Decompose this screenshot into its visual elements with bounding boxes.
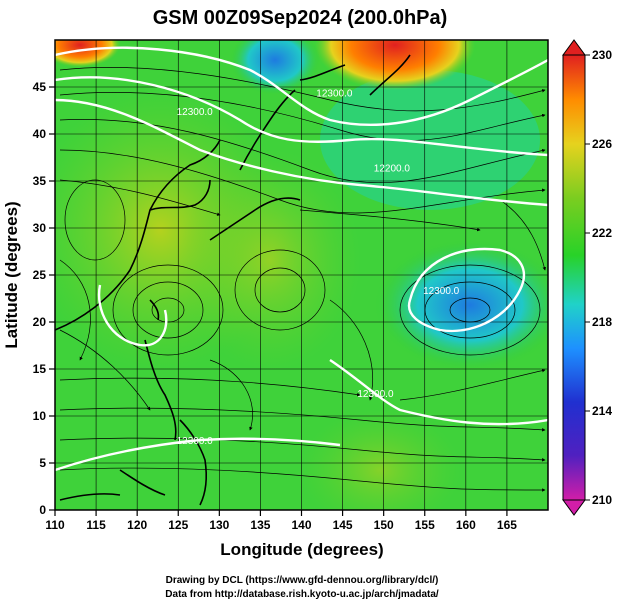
contour-label: 12300.0 [177,107,214,118]
contour-label: 12300.0 [357,389,394,400]
contour-label: 12300.0 [177,436,214,447]
colorbar-tick-label: 218 [592,315,612,329]
x-tick-label: 130 [209,518,229,532]
x-tick-label: 140 [291,518,311,532]
y-tick-label: 15 [33,362,47,376]
colorbar-bottom-triangle [562,499,586,516]
height-contours [55,46,548,472]
x-tick-label: 115 [86,518,106,532]
contour-label: 12200.0 [374,164,411,175]
x-tick-label: 120 [127,518,147,532]
y-tick-label: 0 [39,503,46,517]
y-axis-label: Latitude (degrees) [2,201,21,348]
map-title: GSM 00Z09Sep2024 (200.0hPa) [153,7,448,29]
y-tick-label: 40 [33,127,47,141]
y-tick-label: 35 [33,174,47,188]
x-tick-label: 125 [168,518,188,532]
contour-label: 12300.0 [423,286,460,297]
x-tick-label: 145 [333,518,353,532]
x-axis: 110 115 120 125 130 135 140 145 150 155 160 165 [45,510,517,532]
contour-labels: 12300.0 12300.0 12200.0 12300.0 12300.0 12300… [177,88,460,447]
y-axis: 0 5 10 15 20 25 30 35 40 45 [33,80,55,517]
credit-data: Data from http://database.rish.kyoto-u.a… [165,589,439,600]
colorbar-tick-label: 226 [592,137,612,151]
coastlines [55,54,411,506]
contour-label: 12300.0 [316,88,353,99]
colorbar-bar [562,54,586,501]
y-tick-label: 25 [33,268,47,282]
y-tick-label: 45 [33,80,47,94]
x-tick-label: 155 [415,518,435,532]
plot-area [55,40,548,510]
y-tick-label: 30 [33,221,47,235]
colorbar-tick-label: 222 [592,226,612,240]
colorbar-tick-label: 230 [592,48,612,62]
credit-drawing: Drawing by DCL (https://www.gfd-dennou.o… [166,575,439,586]
x-tick-label: 135 [250,518,270,532]
x-tick-label: 165 [497,518,517,532]
colorbar: 230 226 222 218 214 210 [562,39,612,516]
colorbar-top-triangle [562,39,586,56]
hot-spot-north [315,40,475,90]
cold-spot-north [230,40,320,95]
colorbar-tick-label: 210 [592,493,612,507]
colorbar-tick-label: 214 [592,404,612,418]
x-tick-label: 160 [456,518,476,532]
y-tick-label: 20 [33,315,47,329]
y-tick-label: 10 [33,409,47,423]
streamlines [59,66,546,492]
x-tick-label: 110 [45,518,65,532]
cold-spot-east [375,240,548,370]
x-axis-label: Longitude (degrees) [220,540,383,559]
y-tick-label: 5 [39,456,46,470]
x-tick-label: 150 [374,518,394,532]
